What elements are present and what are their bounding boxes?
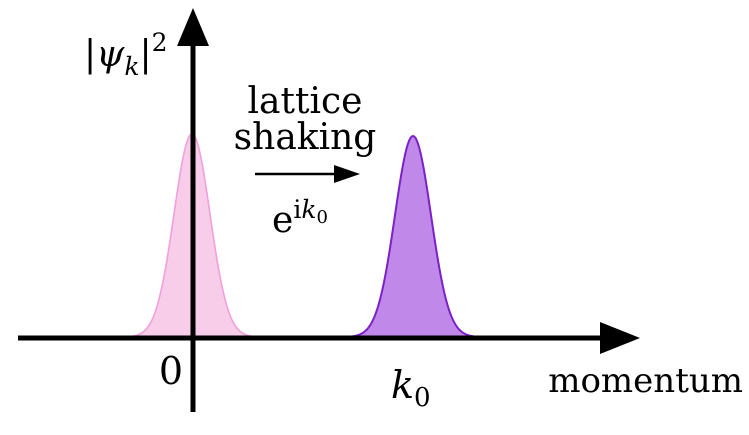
y-axis — [177, 8, 209, 412]
y-axis-label: |ψk|2 — [84, 28, 168, 81]
x-axis-arrowhead — [600, 322, 640, 354]
transition-arrow — [255, 165, 360, 183]
x-axis — [18, 322, 640, 354]
transition-arrowhead — [334, 165, 360, 183]
k0-label: k0 — [391, 363, 431, 413]
shifted-momentum-peak — [333, 134, 493, 338]
y-axis-arrowhead — [177, 8, 209, 46]
shaking-label: shaking — [234, 117, 377, 158]
x-axis-label: momentum — [548, 361, 743, 401]
origin-label: 0 — [159, 349, 183, 393]
lattice-label: lattice — [248, 81, 363, 122]
phase-factor-label: eik0 — [272, 195, 328, 241]
